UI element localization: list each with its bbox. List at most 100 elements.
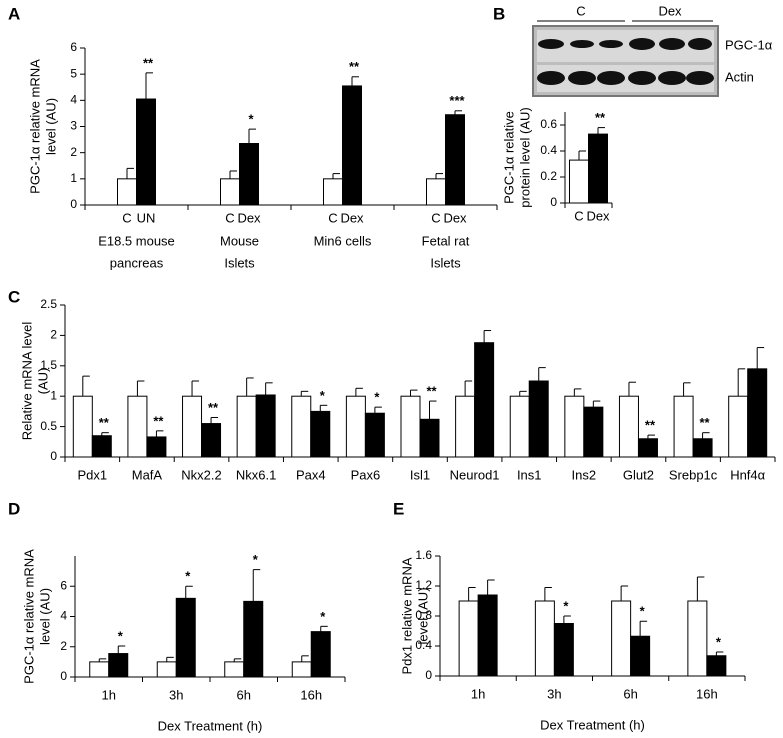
x-tick-label: Ins1: [517, 467, 542, 482]
bar-label: C: [225, 210, 234, 225]
x-tick-label: 16h: [696, 686, 718, 701]
y-tick-label: 0.2: [540, 169, 557, 183]
y-tick-label: 0.4: [415, 638, 432, 652]
bar: [673, 395, 694, 458]
panel-label: C: [8, 287, 20, 306]
bar-label: C: [574, 208, 583, 223]
bar: [236, 395, 257, 458]
significance: *: [716, 634, 722, 649]
bar-label: UN: [137, 210, 156, 225]
bar: [323, 178, 343, 206]
bar: [687, 600, 708, 677]
bar: [553, 623, 574, 677]
y-tick-label: 2: [70, 145, 77, 159]
bar: [419, 418, 440, 458]
bar: [91, 435, 112, 458]
y-tick-label: 0.6: [540, 117, 557, 131]
y-tick-label: 1: [50, 388, 57, 402]
bar: [127, 395, 148, 458]
bar: [310, 631, 331, 678]
y-tick-label: 2.5: [40, 297, 57, 311]
x-tick-label: Pax6: [351, 467, 381, 482]
bar: [583, 406, 604, 458]
bar: [528, 380, 549, 458]
panel-label: A: [8, 4, 20, 23]
x-tick-label: pancreas: [110, 255, 164, 270]
panel-label: E: [393, 499, 404, 518]
x-tick-label: Glut2: [623, 467, 654, 482]
significance: *: [374, 390, 380, 405]
bar: [175, 597, 196, 678]
x-tick-label: Fetal rat: [422, 233, 470, 248]
bar: [692, 438, 713, 458]
y-tick-label: 0: [50, 449, 57, 463]
x-tick-label: Neurod1: [450, 467, 500, 482]
bar: [108, 653, 129, 678]
x-tick-label: 3h: [547, 686, 561, 701]
y-axis-label: Relative mRNA level: [19, 322, 34, 441]
y-tick-label: 5: [70, 66, 77, 80]
x-tick-label: Ins2: [572, 467, 597, 482]
blot-band-label: Actin: [725, 69, 754, 84]
y-tick-label: 2: [60, 639, 67, 653]
bar: [426, 178, 446, 206]
x-tick-label: Min6 cells: [314, 233, 372, 248]
y-axis-label: PGC-1α relative mRNA: [21, 549, 36, 684]
significance: *: [320, 609, 326, 624]
x-tick-label: Pax4: [296, 467, 326, 482]
y-axis-label: level (AU): [37, 588, 52, 645]
y-tick-label: 0.4: [540, 143, 557, 157]
x-tick-label: Isl1: [410, 467, 430, 482]
blot-bands: [537, 38, 714, 85]
bar: [72, 395, 93, 458]
x-tick-label: Nkx6.1: [236, 467, 276, 482]
panel-label: D: [8, 499, 20, 518]
bar: [618, 395, 639, 458]
bar: [255, 394, 276, 458]
x-tick-label: Islets: [224, 255, 255, 270]
significance: **: [349, 59, 360, 74]
blot-group-label: C: [576, 3, 585, 18]
y-axis-label: level (AU): [415, 587, 430, 644]
bar: [117, 178, 137, 206]
y-tick-label: 1.6: [415, 548, 432, 562]
bar: [569, 159, 589, 204]
x-tick-label: Islets: [430, 255, 461, 270]
y-tick-label: 3: [70, 119, 77, 133]
bar: [637, 438, 658, 458]
y-tick-label: 1.2: [415, 578, 432, 592]
bar: [564, 395, 585, 458]
x-tick-label: Mouse: [220, 233, 259, 248]
significance: **: [645, 418, 656, 433]
y-tick-label: 0: [425, 668, 432, 682]
x-axis-label: Dex Treatment (h): [540, 717, 645, 732]
significance: **: [700, 415, 711, 430]
bar: [201, 423, 222, 458]
bar: [182, 395, 203, 458]
bar-label: Dex: [340, 210, 364, 225]
bar: [445, 114, 465, 206]
significance: *: [563, 598, 569, 613]
x-tick-label: Nkx2.2: [181, 467, 221, 482]
bar: [630, 635, 651, 677]
bar: [611, 600, 632, 677]
bar: [509, 395, 530, 458]
significance: **: [143, 55, 154, 70]
bar: [310, 410, 331, 458]
y-axis-label: Pdx1 relative mRNA: [399, 557, 414, 674]
bar-label: Dex: [443, 210, 467, 225]
y-axis-label: level (AU): [43, 98, 58, 155]
x-tick-label: 16h: [300, 687, 322, 702]
bar-label: C: [328, 210, 337, 225]
significance: *: [320, 388, 326, 403]
y-axis-label: protein level (AU): [517, 107, 532, 207]
bar: [156, 661, 177, 678]
significance: *: [640, 604, 646, 619]
bar: [345, 395, 366, 458]
bar: [291, 661, 312, 678]
x-axis-label: Dex Treatment (h): [158, 718, 263, 733]
bar: [220, 178, 240, 206]
y-tick-label: 6: [70, 40, 77, 54]
y-tick-label: 0: [70, 197, 77, 211]
